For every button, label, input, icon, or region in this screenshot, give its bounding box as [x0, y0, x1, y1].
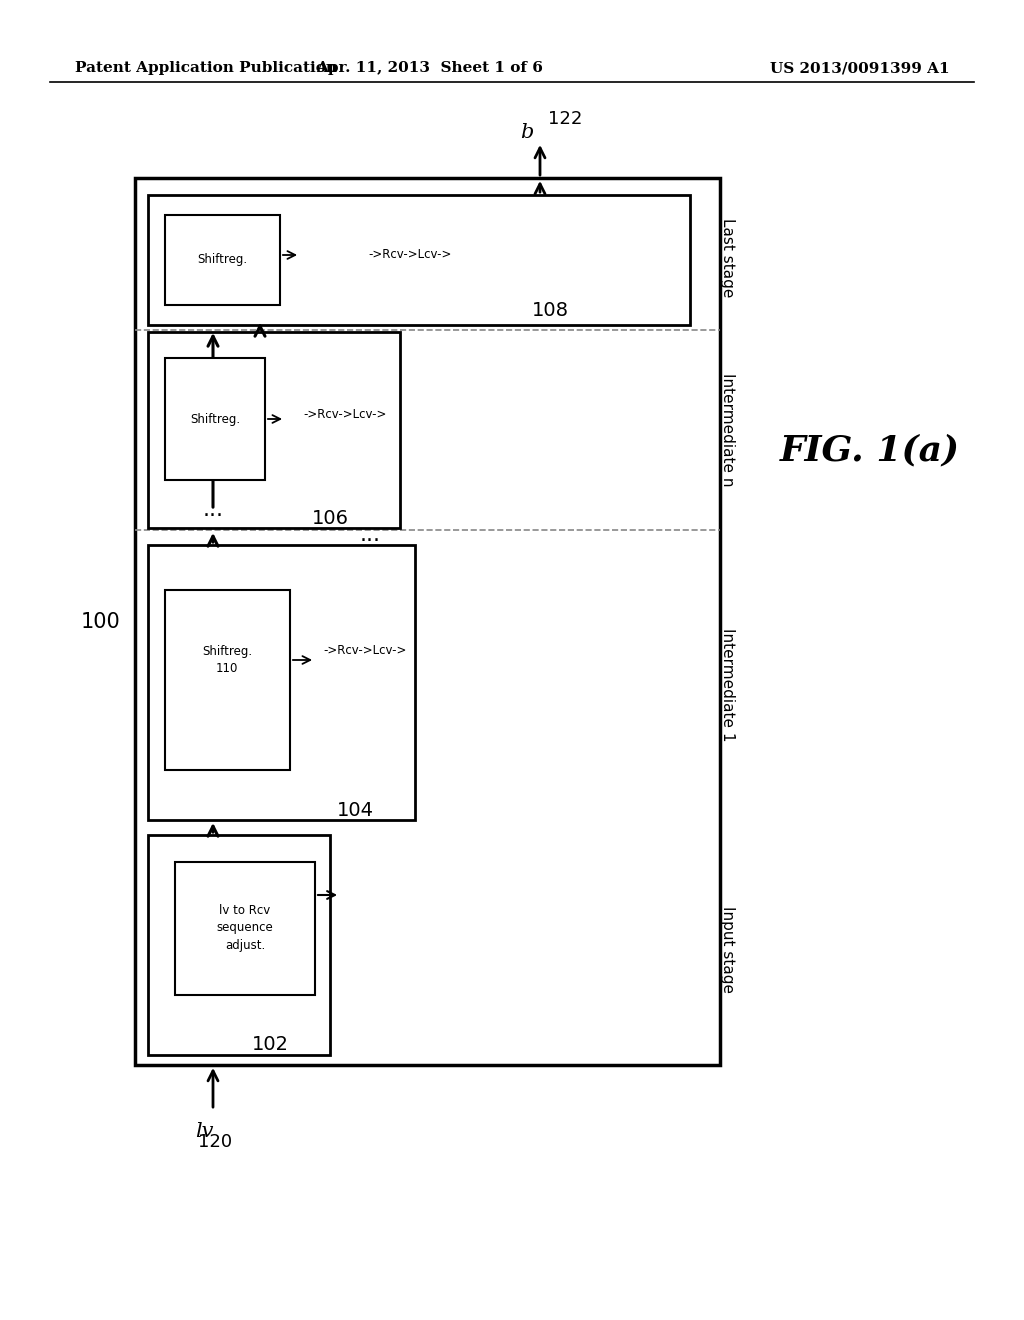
Bar [165, 215, 280, 305]
Text: ...: ... [359, 525, 381, 545]
Text: 108: 108 [531, 301, 568, 319]
Bar [175, 862, 315, 995]
Text: b: b [520, 123, 534, 141]
Bar [148, 836, 330, 1055]
Text: ->Rcv->Lcv->: ->Rcv->Lcv-> [303, 408, 387, 421]
Text: 106: 106 [311, 508, 348, 528]
Text: ->Rcv->Lcv->: ->Rcv->Lcv-> [324, 644, 407, 656]
Bar [148, 195, 690, 325]
Text: Patent Application Publication: Patent Application Publication [75, 61, 337, 75]
Text: 120: 120 [198, 1133, 232, 1151]
Bar [148, 545, 415, 820]
Text: Last stage: Last stage [720, 218, 735, 298]
Text: Input stage: Input stage [720, 907, 735, 994]
Bar [165, 590, 290, 770]
Text: Apr. 11, 2013  Sheet 1 of 6: Apr. 11, 2013 Sheet 1 of 6 [316, 61, 544, 75]
Text: US 2013/0091399 A1: US 2013/0091399 A1 [770, 61, 950, 75]
Text: Shiftreg.: Shiftreg. [197, 253, 247, 267]
Text: 100: 100 [80, 611, 120, 631]
Text: Shiftreg.
110: Shiftreg. 110 [202, 645, 252, 675]
Text: Intermediate 1: Intermediate 1 [720, 628, 735, 742]
Bar [165, 358, 265, 480]
Text: Shiftreg.: Shiftreg. [189, 412, 240, 425]
Text: lv to Rcv
sequence
adjust.: lv to Rcv sequence adjust. [217, 904, 273, 952]
Text: 102: 102 [252, 1035, 289, 1055]
Bar [135, 178, 720, 1065]
Text: 122: 122 [548, 110, 583, 128]
Text: Intermediate n: Intermediate n [720, 374, 735, 487]
Bar [148, 333, 400, 528]
Text: ...: ... [203, 500, 223, 520]
Text: FIG. 1(a): FIG. 1(a) [780, 433, 961, 467]
Text: lv: lv [195, 1122, 213, 1140]
Text: ->Rcv->Lcv->: ->Rcv->Lcv-> [369, 248, 452, 261]
Text: 104: 104 [337, 800, 374, 820]
